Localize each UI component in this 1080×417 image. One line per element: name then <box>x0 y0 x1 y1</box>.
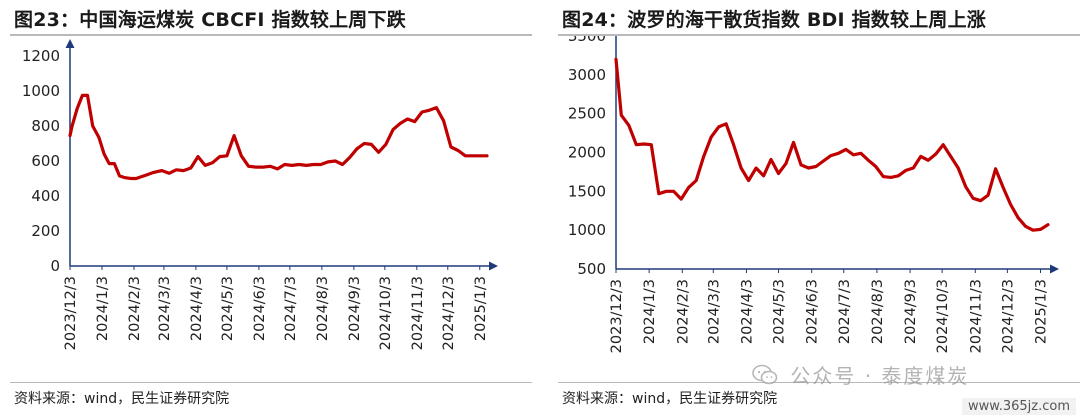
title-rule <box>10 34 532 36</box>
source-note: 资料来源：wind，民生证券研究院 <box>562 391 778 407</box>
y-tick-label: 1000 <box>22 82 60 100</box>
x-axis-arrow <box>1050 264 1059 274</box>
y-tick-label: 400 <box>31 187 60 205</box>
x-tick-label: 2024/4/3 <box>739 279 755 344</box>
x-tick-label: 2024/5/3 <box>220 276 236 341</box>
y-axis-arrow <box>65 39 75 48</box>
x-tick-label: 2024/10/3 <box>935 279 951 353</box>
y-tick-label: 500 <box>577 260 606 278</box>
x-tick-label: 2024/1/3 <box>95 276 111 341</box>
x-tick-label: 2025/1/3 <box>473 276 489 341</box>
chart-title: 图24：波罗的海干散货指数 BDI 指数较上周上涨 <box>562 9 986 31</box>
x-tick-label: 2024/12/3 <box>441 276 457 350</box>
x-tick-label: 2024/2/3 <box>675 279 691 344</box>
x-tick-label: 2024/3/3 <box>706 279 722 344</box>
chart-panel-cbcfi: 图23：中国海运煤炭 CBCFI 指数较上周下跌 0 200 400 600 800 10… <box>0 0 532 417</box>
x-tick-label: 2024/7/3 <box>283 276 299 341</box>
y-tick-label: 800 <box>31 117 60 135</box>
x-tick-label: 2024/8/3 <box>870 279 886 344</box>
y-tick-label: 1200 <box>22 47 60 65</box>
series-line <box>68 93 489 181</box>
y-tick-label: 600 <box>31 152 60 170</box>
y-tick-label: 200 <box>31 222 60 240</box>
chart-title: 图23：中国海运煤炭 CBCFI 指数较上周下跌 <box>14 9 406 31</box>
watermark-text: 公众号 · 泰度煤炭 <box>790 364 970 388</box>
x-tick-label: 2024/3/3 <box>157 276 173 341</box>
x-tick-label: 2025/1/3 <box>1034 279 1050 344</box>
x-tick-label: 2024/7/3 <box>837 279 853 344</box>
y-tick-label: 2000 <box>568 144 606 162</box>
x-tick-label: 2024/11/3 <box>410 276 426 350</box>
x-tick-label: 2024/6/3 <box>252 276 268 341</box>
y-tick-label: 3000 <box>568 66 606 84</box>
x-axis-arrow <box>489 261 498 271</box>
chart-panel-bdi: 图24：波罗的海干散货指数 BDI 指数较上周上涨 500 1000 1500 200… <box>548 0 1080 417</box>
source-rule <box>10 382 532 383</box>
x-tick-label: 2024/12/3 <box>1000 279 1016 353</box>
y-tick-label: 0 <box>50 257 60 275</box>
x-tick-label: 2024/1/3 <box>642 279 658 344</box>
y-tick-label: 1500 <box>568 182 606 200</box>
x-tick-label: 2024/6/3 <box>805 279 821 344</box>
bdi-line-chart: 500 1000 1500 2000 2500 3000 3500 2023/12/3 2024… <box>568 36 1059 353</box>
y-tick-label: 3500 <box>568 36 606 45</box>
series-line <box>614 57 1050 232</box>
cbcfi-line-chart: 0 200 400 600 800 1000 1200 2023/12/3 2024/1/3 20… <box>22 39 498 350</box>
title-rule <box>558 34 1080 36</box>
x-tick-label: 2024/10/3 <box>378 276 394 350</box>
y-tick-label: 2500 <box>568 105 606 123</box>
site-url: www.365jz.com <box>962 398 1076 415</box>
x-tick-label: 2024/8/3 <box>315 276 331 341</box>
x-tick-label: 2024/5/3 <box>772 279 788 344</box>
x-tick-label: 2024/2/3 <box>127 276 143 341</box>
source-rule <box>558 382 1080 383</box>
wechat-icon <box>752 364 778 384</box>
x-tick-label: 2024/11/3 <box>968 279 984 353</box>
x-tick-label: 2023/12/3 <box>63 276 79 350</box>
y-tick-label: 1000 <box>568 221 606 239</box>
x-tick-label: 2024/9/3 <box>347 276 363 341</box>
watermark: 公众号 · 泰度煤炭 <box>752 360 1072 390</box>
source-note: 资料来源：wind，民生证券研究院 <box>14 391 230 407</box>
x-tick-label: 2024/4/3 <box>189 276 205 341</box>
x-tick-label: 2023/12/3 <box>609 279 625 353</box>
x-tick-label: 2024/9/3 <box>903 279 919 344</box>
